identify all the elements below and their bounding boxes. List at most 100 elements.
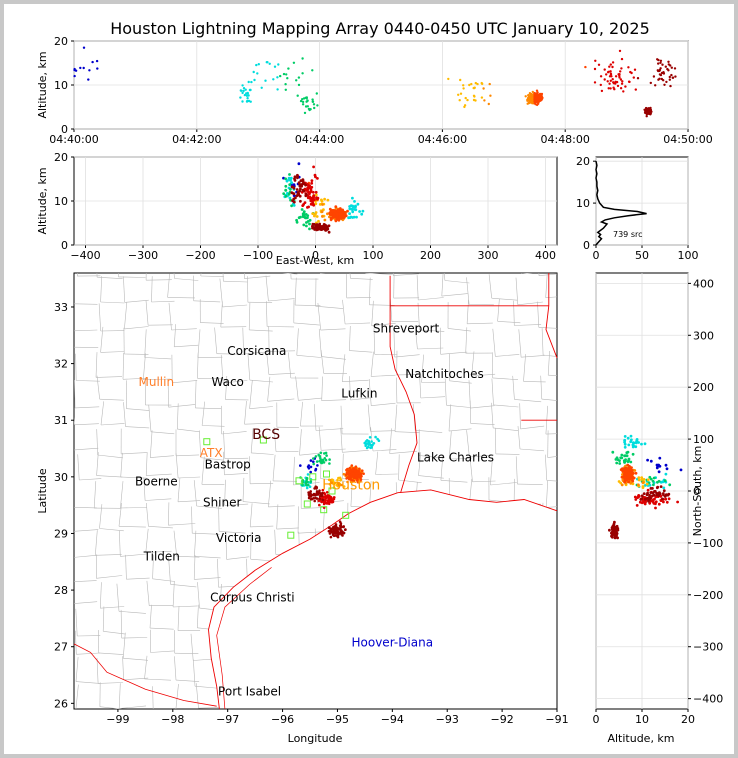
county-line bbox=[223, 430, 226, 459]
county-line bbox=[515, 277, 519, 305]
county-line bbox=[244, 422, 271, 425]
county-line bbox=[444, 378, 447, 406]
source-point bbox=[333, 496, 336, 499]
source-point bbox=[645, 115, 648, 118]
county-line bbox=[95, 530, 98, 556]
county-line bbox=[519, 448, 545, 452]
source-point bbox=[306, 220, 310, 223]
source-point bbox=[664, 472, 668, 476]
county-line bbox=[470, 423, 495, 425]
source-point bbox=[309, 490, 313, 493]
county-line bbox=[425, 269, 447, 271]
source-point bbox=[333, 525, 336, 528]
county-line bbox=[124, 302, 128, 329]
county-line bbox=[194, 577, 221, 580]
county-line bbox=[418, 475, 444, 479]
map-ytick-label: 32 bbox=[54, 358, 68, 371]
source-point bbox=[676, 500, 679, 504]
county-line bbox=[289, 273, 292, 280]
source-point bbox=[277, 63, 280, 66]
source-point bbox=[306, 99, 309, 102]
source-point bbox=[614, 525, 618, 529]
p2-ytick-label: 20 bbox=[54, 151, 68, 164]
source-point bbox=[664, 497, 668, 501]
source-point bbox=[648, 475, 652, 479]
source-point bbox=[239, 96, 242, 99]
county-line bbox=[95, 554, 122, 556]
source-point bbox=[311, 69, 314, 72]
county-line bbox=[321, 356, 346, 360]
county-line bbox=[96, 429, 98, 456]
source-point bbox=[296, 94, 299, 97]
source-point bbox=[295, 194, 299, 198]
map-xtick-label: −95 bbox=[326, 713, 349, 726]
source-point bbox=[348, 470, 352, 474]
p2-xtick-label: 0 bbox=[312, 249, 319, 262]
county-line bbox=[222, 304, 248, 308]
source-point bbox=[289, 187, 292, 191]
source-point bbox=[315, 460, 319, 463]
source-point bbox=[320, 198, 323, 202]
county-line bbox=[118, 276, 146, 278]
county-line bbox=[540, 375, 543, 400]
map-xtick-label: −98 bbox=[161, 713, 184, 726]
county-line bbox=[74, 554, 98, 558]
source-point bbox=[247, 94, 250, 97]
source-point bbox=[657, 470, 661, 474]
source-point bbox=[317, 219, 320, 223]
county-line bbox=[125, 426, 150, 429]
map-xtick-label: −99 bbox=[106, 713, 129, 726]
source-point bbox=[368, 436, 372, 439]
source-point bbox=[82, 66, 85, 70]
county-line bbox=[249, 406, 273, 409]
county-line bbox=[97, 276, 123, 279]
source-point bbox=[648, 495, 651, 498]
county-line bbox=[301, 507, 324, 509]
source-point bbox=[623, 460, 626, 464]
source-point bbox=[306, 473, 310, 476]
county-line bbox=[146, 279, 172, 281]
county-line bbox=[120, 553, 147, 557]
county-line bbox=[126, 408, 150, 411]
county-line bbox=[75, 353, 77, 381]
source-point bbox=[367, 440, 371, 443]
source-point bbox=[320, 210, 324, 214]
source-point bbox=[654, 500, 658, 504]
source-point bbox=[615, 80, 619, 84]
source-point bbox=[348, 466, 352, 470]
county-line bbox=[350, 480, 353, 507]
source-point bbox=[311, 98, 314, 101]
source-point bbox=[318, 497, 322, 501]
source-point bbox=[357, 475, 361, 479]
source-point bbox=[473, 86, 476, 89]
county-line bbox=[195, 380, 197, 408]
county-line bbox=[74, 380, 76, 408]
county-line bbox=[96, 575, 123, 579]
source-point bbox=[355, 215, 358, 219]
county-line bbox=[538, 273, 557, 276]
county-line bbox=[167, 297, 195, 299]
county-line bbox=[297, 506, 299, 534]
source-point bbox=[73, 74, 76, 78]
source-point bbox=[663, 479, 667, 482]
source-point bbox=[319, 226, 323, 230]
source-point bbox=[662, 489, 666, 493]
county-line bbox=[151, 300, 175, 303]
county-line bbox=[520, 425, 545, 430]
source-point bbox=[670, 66, 673, 69]
source-point bbox=[645, 482, 649, 486]
source-point bbox=[669, 84, 672, 88]
county-line bbox=[492, 377, 519, 380]
county-line bbox=[75, 630, 77, 655]
source-point bbox=[328, 462, 331, 465]
county-line bbox=[342, 354, 346, 382]
source-point bbox=[619, 70, 622, 73]
source-point bbox=[643, 442, 647, 446]
source-point bbox=[268, 62, 271, 65]
source-point bbox=[657, 502, 661, 506]
county-line bbox=[152, 686, 154, 709]
county-line bbox=[195, 407, 222, 409]
county-line bbox=[97, 454, 123, 459]
county-line bbox=[546, 480, 557, 483]
county-line bbox=[317, 302, 321, 331]
